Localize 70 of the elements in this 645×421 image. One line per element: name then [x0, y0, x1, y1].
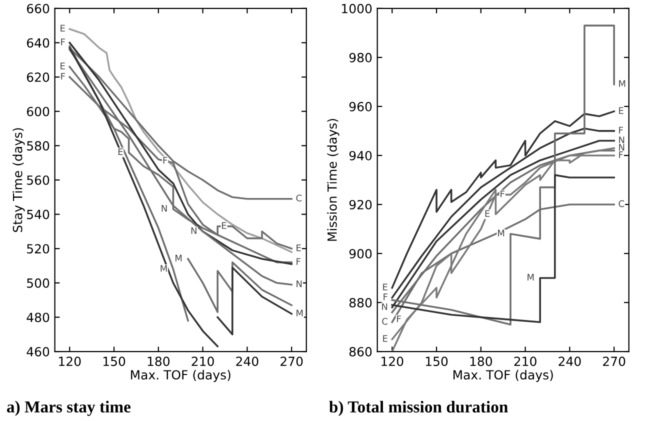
- x-tick-label: 120: [59, 356, 81, 366]
- annotation: M: [160, 265, 167, 272]
- y-tick-label: 480: [26, 312, 50, 322]
- y-axis-title: Mission Time (days): [327, 118, 340, 241]
- x-tick-label: 210: [514, 356, 536, 366]
- y-axis-title: Stay Time (days): [12, 128, 25, 232]
- y-tick-label: 860: [349, 347, 372, 356]
- y-tick-label: 880: [349, 298, 372, 308]
- annotation: N: [296, 280, 302, 288]
- x-tick-label: 270: [603, 356, 626, 366]
- annotation: N: [162, 205, 167, 212]
- x-axis-title: Max. TOF (days): [453, 370, 553, 382]
- annotation: F: [163, 157, 168, 164]
- y-tick-label: 640: [26, 38, 50, 48]
- text: b) Total mission duration: [329, 400, 508, 416]
- annotation: F: [61, 38, 65, 46]
- y-tick-label: 660: [26, 4, 50, 14]
- x-tick-label: 210: [192, 356, 214, 366]
- annotation: N: [191, 227, 196, 234]
- annotation: E: [60, 24, 65, 32]
- annotation: M: [528, 274, 534, 280]
- y-tick-label: 540: [27, 210, 50, 220]
- x-tick-label: 150: [426, 356, 448, 366]
- y-tick-label: 520: [27, 244, 50, 254]
- annotation: N: [619, 136, 624, 144]
- annotation: F: [296, 258, 300, 265]
- x-tick-label: 240: [236, 356, 258, 366]
- x-tick-label: 180: [470, 356, 492, 366]
- annotation: E: [222, 222, 226, 229]
- y-tick-label: 600: [26, 106, 50, 116]
- annotation: F: [619, 151, 623, 158]
- y-tick-label: 940: [349, 150, 372, 160]
- annotation: E: [485, 210, 490, 217]
- annotation: C: [382, 318, 388, 325]
- y-tick-label: 560: [27, 175, 50, 185]
- annotation: M: [296, 310, 303, 316]
- x-tick-label: 180: [148, 356, 170, 366]
- annotation: M: [176, 254, 182, 262]
- annotation: C: [296, 194, 302, 202]
- y-tick-label: 500: [27, 278, 50, 288]
- annotation: F: [397, 316, 401, 322]
- y-tick-label: 980: [349, 52, 372, 62]
- y-tick-label: 580: [27, 141, 50, 151]
- annotation: M: [498, 230, 504, 236]
- y-tick-label: 460: [26, 347, 50, 356]
- annotation: F: [61, 72, 65, 80]
- x-axis-title: Max. TOF (days): [130, 370, 230, 382]
- y-tick-label: 900: [349, 248, 372, 258]
- x-tick-label: 270: [280, 356, 303, 366]
- annotation: E: [118, 148, 123, 156]
- annotation: E: [619, 107, 624, 114]
- annotation: E: [60, 62, 65, 70]
- annotation: E: [383, 335, 388, 342]
- annotation: F: [619, 126, 623, 134]
- x-tick-label: 120: [382, 356, 404, 366]
- y-tick-label: 1000: [342, 4, 372, 14]
- annotation: N: [382, 303, 388, 310]
- annotation: C: [618, 200, 624, 208]
- annotation: M: [619, 80, 626, 87]
- annotation: F: [500, 190, 504, 198]
- y-tick-label: 620: [26, 72, 50, 82]
- x-tick-label: 240: [558, 356, 581, 366]
- annotation: E: [383, 284, 388, 290]
- annotation: F: [384, 294, 388, 300]
- y-tick-label: 960: [349, 102, 372, 112]
- annotation: N: [619, 144, 624, 151]
- text: a) Mars stay time: [6, 400, 131, 416]
- annotation: E: [296, 244, 301, 252]
- x-tick-label: 150: [103, 356, 126, 366]
- y-tick-label: 920: [349, 200, 372, 210]
